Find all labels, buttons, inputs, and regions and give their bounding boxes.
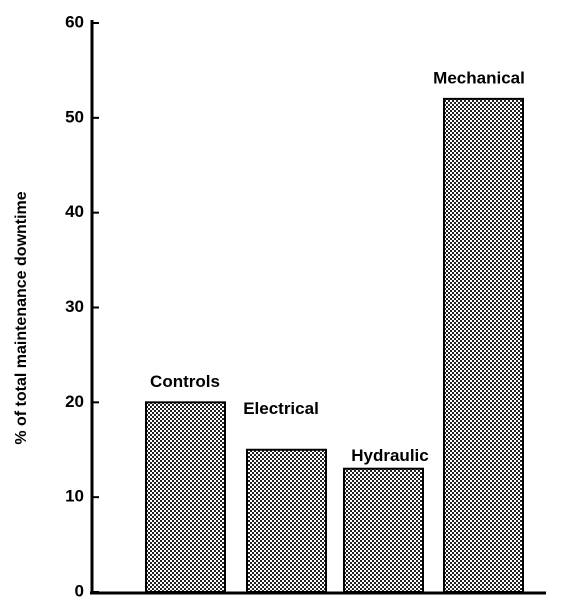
bar bbox=[343, 467, 424, 594]
y-tick-label: 40 bbox=[65, 202, 84, 221]
y-axis-label: % of total maintenance downtime bbox=[13, 191, 30, 444]
y-tick-label: 0 bbox=[75, 581, 84, 600]
bar-label: Electrical bbox=[243, 399, 319, 418]
bar bbox=[246, 448, 327, 593]
y-tick-label: 20 bbox=[65, 392, 84, 411]
bar-label: Hydraulic bbox=[351, 446, 428, 465]
y-tick-label: 50 bbox=[65, 107, 84, 126]
y-tick-label: 10 bbox=[65, 487, 84, 506]
y-tick-label: 30 bbox=[65, 297, 84, 316]
bar-label: Controls bbox=[150, 372, 220, 391]
y-tick-label: 60 bbox=[65, 12, 84, 31]
bar bbox=[145, 401, 226, 594]
bar-label: Mechanical bbox=[433, 68, 525, 87]
bar bbox=[443, 97, 524, 593]
